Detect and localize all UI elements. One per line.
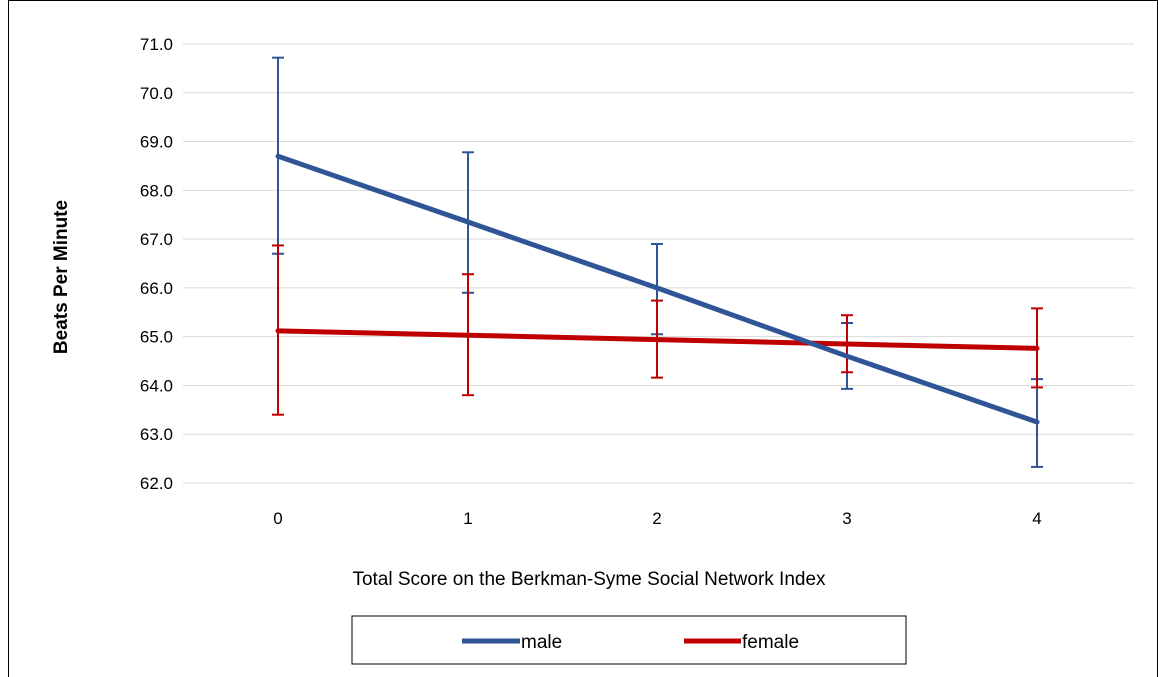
y-tick-label-67.0: 67.0 [140,230,173,249]
series-line-male [275,153,1040,425]
legend-label-male: male [521,632,562,653]
y-axis-title: Beats Per Minute [51,200,72,354]
y-axis-tick-labels: 62.0 63.0 64.0 65.0 66.0 67.0 68.0 69.0 70.0 71.0 [140,35,173,493]
series-layer [272,56,1043,468]
x-tick-label-4: 4 [1032,509,1041,528]
x-tick-label-3: 3 [842,509,851,528]
legend: male female [351,615,907,665]
y-tick-label-68.0: 68.0 [140,181,173,200]
y-tick-label-62.0: 62.0 [140,474,173,493]
y-tick-label-64.0: 64.0 [140,376,173,395]
y-tick-label-70.0: 70.0 [140,84,173,103]
x-axis-tick-labels: 0 1 2 3 4 [273,509,1041,528]
series-line-female [275,328,1040,351]
x-tick-label-1: 1 [463,509,472,528]
y-tick-label-65.0: 65.0 [140,328,173,347]
y-tick-label-63.0: 63.0 [140,425,173,444]
series-male-error-bars [272,56,1043,468]
x-tick-label-0: 0 [273,509,282,528]
y-tick-label-69.0: 69.0 [140,133,173,152]
gridlines [183,43,1134,484]
legend-box [351,615,907,665]
y-tick-label-71.0: 71.0 [140,35,173,54]
x-axis-title: Total Score on the Berkman-Syme Social N… [352,569,826,590]
x-tick-label-2: 2 [652,509,661,528]
y-tick-label-66.0: 66.0 [140,279,173,298]
legend-label-female: female [742,632,799,653]
